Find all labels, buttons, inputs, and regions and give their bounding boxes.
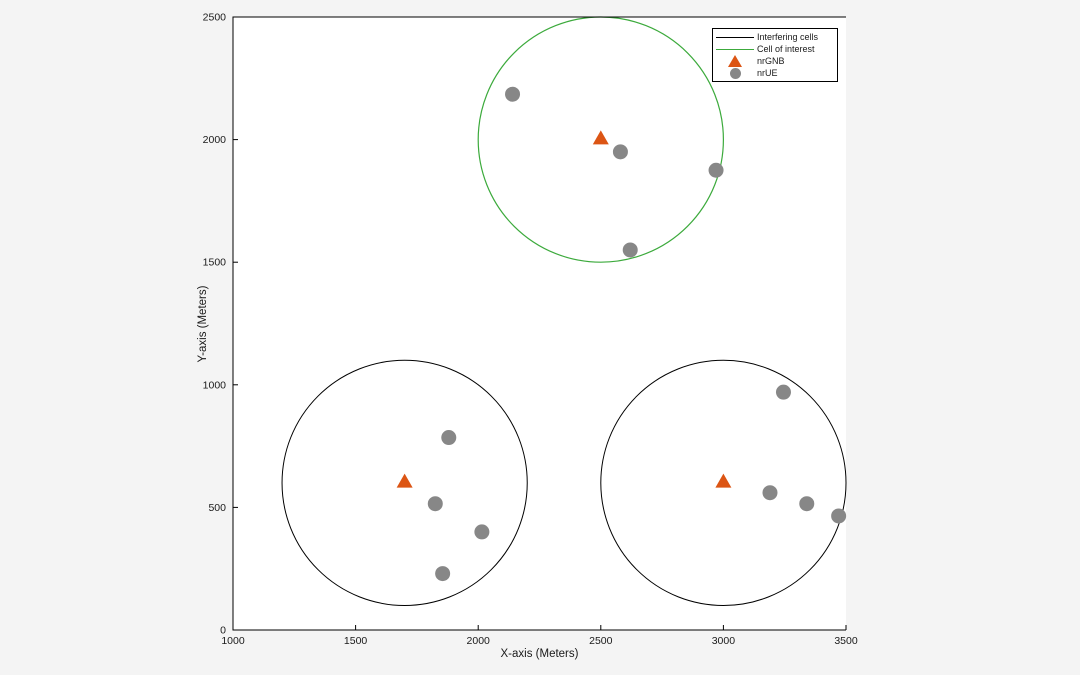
black-line-swatch [716, 36, 754, 38]
y-tick-label: 1500 [203, 257, 227, 269]
x-tick-label: 1500 [344, 635, 368, 647]
y-tick-label: 1000 [203, 379, 227, 391]
marker-nrue [505, 86, 521, 102]
y-tick-label: 500 [208, 502, 226, 514]
legend-label-nrgnb: nrGNB [757, 55, 785, 66]
cell-circle-interfering [281, 359, 528, 606]
legend-label-cell-of-interest: Cell of interest [757, 43, 815, 54]
legend-item-interfering-cells: Interfering cells [713, 31, 837, 43]
x-tick-label: 3500 [834, 635, 858, 647]
marker-nrgnb [396, 473, 413, 488]
marker-nrgnb [715, 473, 732, 488]
y-tick-label: 0 [220, 625, 226, 637]
legend: Interfering cells Cell of interest nrGNB… [712, 28, 838, 82]
x-tick-label: 2500 [589, 635, 613, 647]
circle-swatch [729, 67, 741, 79]
marker-nrue [762, 485, 778, 501]
legend-label-interfering-cells: Interfering cells [757, 31, 819, 42]
green-line-swatch [716, 48, 754, 50]
legend-item-nrue: nrUE [713, 67, 837, 79]
marker-nrue [427, 496, 443, 512]
marker-nrue [622, 242, 638, 258]
triangle-swatch [728, 55, 742, 67]
x-tick-label: 2000 [467, 635, 491, 647]
legend-label-nrue: nrUE [757, 67, 778, 78]
x-tick-label: 3000 [712, 635, 736, 647]
y-tick-label: 2000 [203, 134, 227, 146]
legend-item-cell-of-interest: Cell of interest [713, 43, 837, 55]
axes-border [232, 16, 846, 631]
x-axis-label: X-axis (Meters) [500, 648, 579, 660]
marker-nrue [708, 162, 724, 178]
interfering-cells-line-icon [713, 36, 757, 38]
ue-circle-icon [713, 67, 757, 79]
cell-circle-interfering [600, 359, 847, 606]
marker-nrue [474, 524, 490, 540]
axes-background [233, 17, 846, 630]
x-tick-label: 1000 [221, 635, 245, 647]
gnb-triangle-icon [713, 55, 757, 67]
marker-nrue [441, 430, 457, 446]
marker-nrue [799, 496, 815, 512]
marker-nrue [612, 144, 628, 160]
legend-item-nrgnb: nrGNB [713, 55, 837, 67]
marker-nrue [775, 384, 791, 400]
marker-nrue [435, 566, 451, 582]
cell-of-interest-line-icon [713, 48, 757, 50]
marker-nrgnb [592, 130, 609, 145]
marker-nrue [831, 508, 847, 524]
y-tick-label: 2500 [203, 12, 227, 24]
y-axis-label: Y-axis (Meters) [197, 285, 209, 363]
